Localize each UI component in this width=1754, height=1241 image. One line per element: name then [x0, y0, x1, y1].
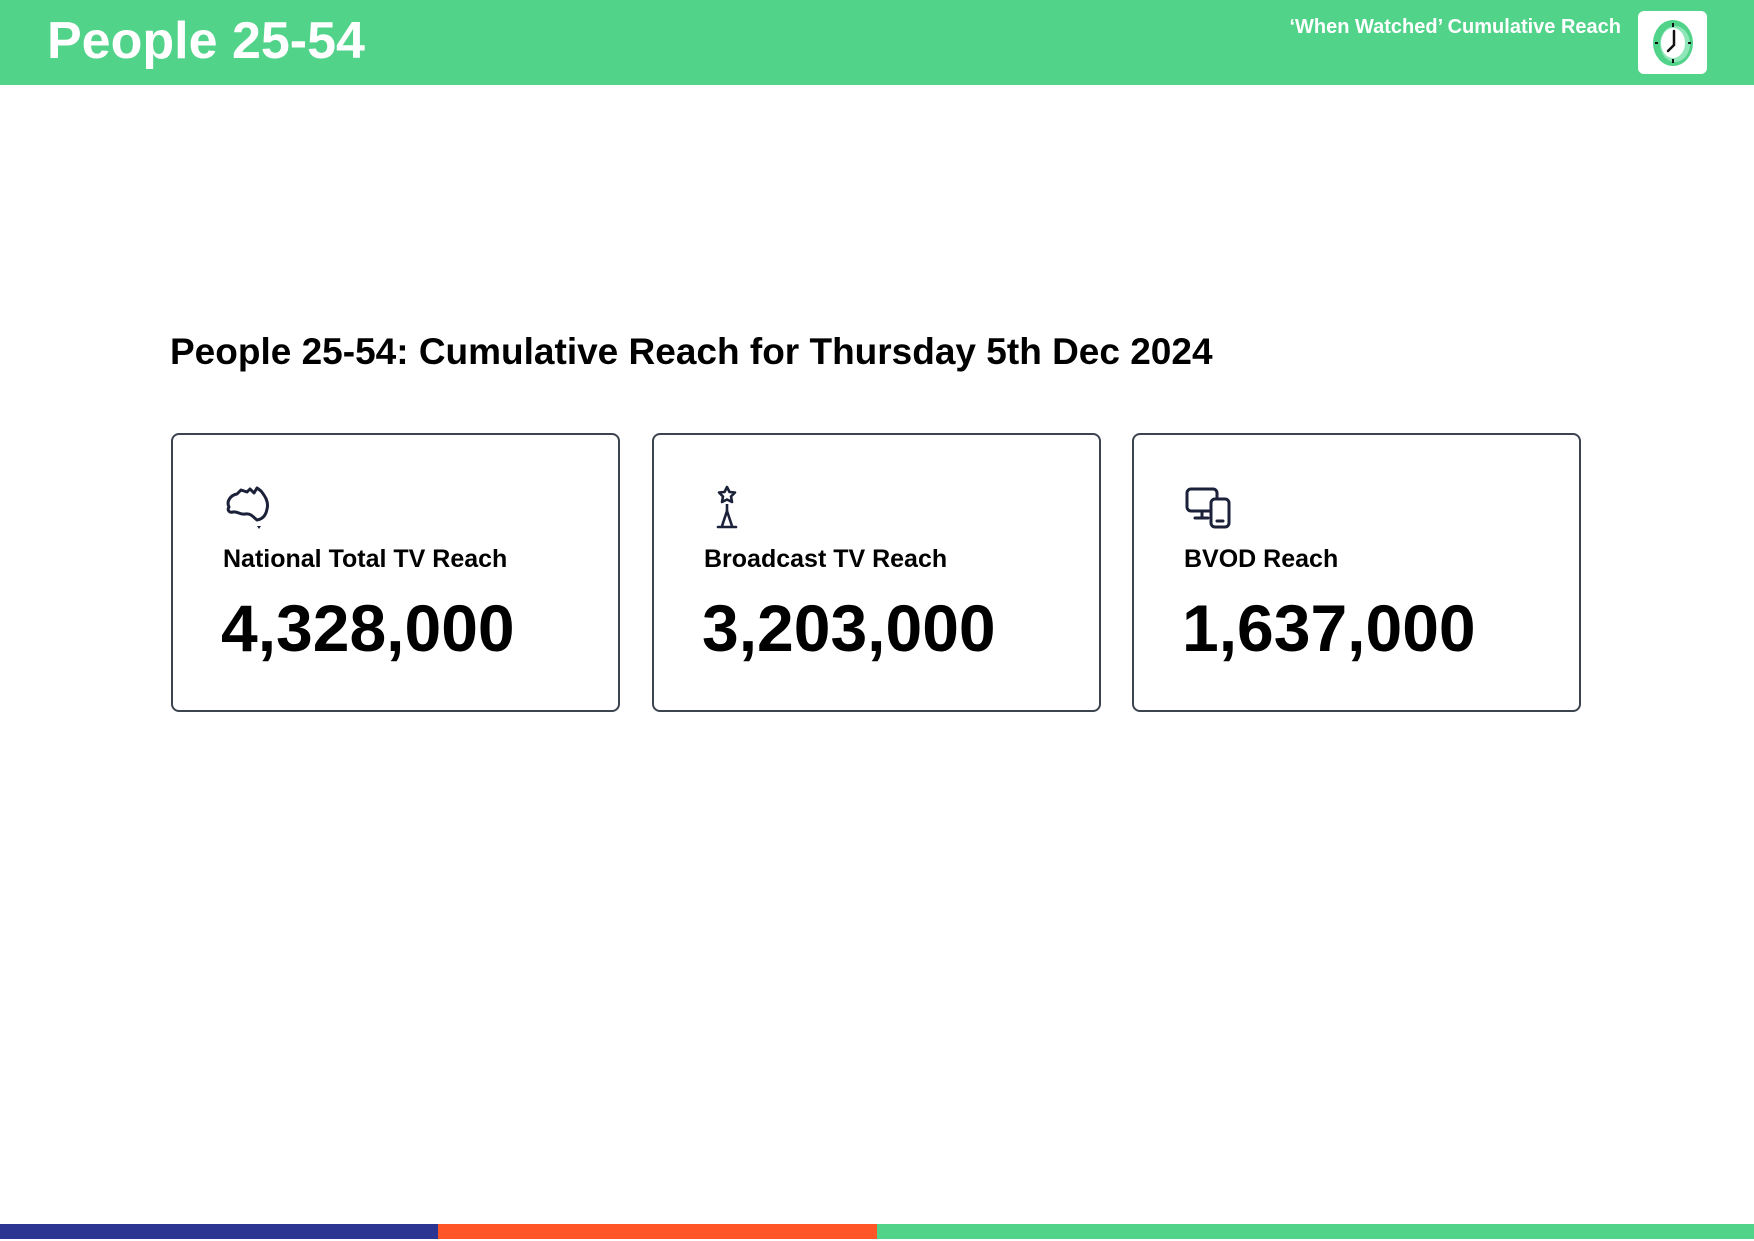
card-label: National Total TV Reach	[223, 545, 508, 573]
card-bvod-reach: BVOD Reach 1,637,000	[1132, 433, 1581, 712]
footer-segment-green	[877, 1224, 1754, 1239]
card-value: 3,203,000	[702, 591, 996, 665]
header-subtitle: ‘When Watched’ Cumulative Reach	[1289, 16, 1621, 38]
australia-map-icon	[223, 485, 273, 531]
header-title: People 25-54	[47, 12, 365, 70]
card-value: 4,328,000	[221, 591, 515, 665]
header-bar: People 25-54 ‘When Watched’ Cumulative R…	[0, 0, 1754, 85]
broadcast-tower-icon	[704, 485, 754, 531]
card-label: BVOD Reach	[1184, 545, 1339, 573]
page-title: People 25-54: Cumulative Reach for Thurs…	[170, 331, 1213, 372]
footer-color-bar	[0, 1224, 1754, 1239]
card-national-total-tv-reach: National Total TV Reach 4,328,000	[171, 433, 620, 712]
card-value: 1,637,000	[1182, 591, 1476, 665]
devices-icon	[1184, 485, 1234, 531]
footer-segment-navy	[0, 1224, 438, 1239]
card-label: Broadcast TV Reach	[704, 545, 948, 573]
card-broadcast-tv-reach: Broadcast TV Reach 3,203,000	[652, 433, 1101, 712]
footer-segment-orange	[438, 1224, 877, 1239]
clock-icon	[1638, 11, 1707, 74]
